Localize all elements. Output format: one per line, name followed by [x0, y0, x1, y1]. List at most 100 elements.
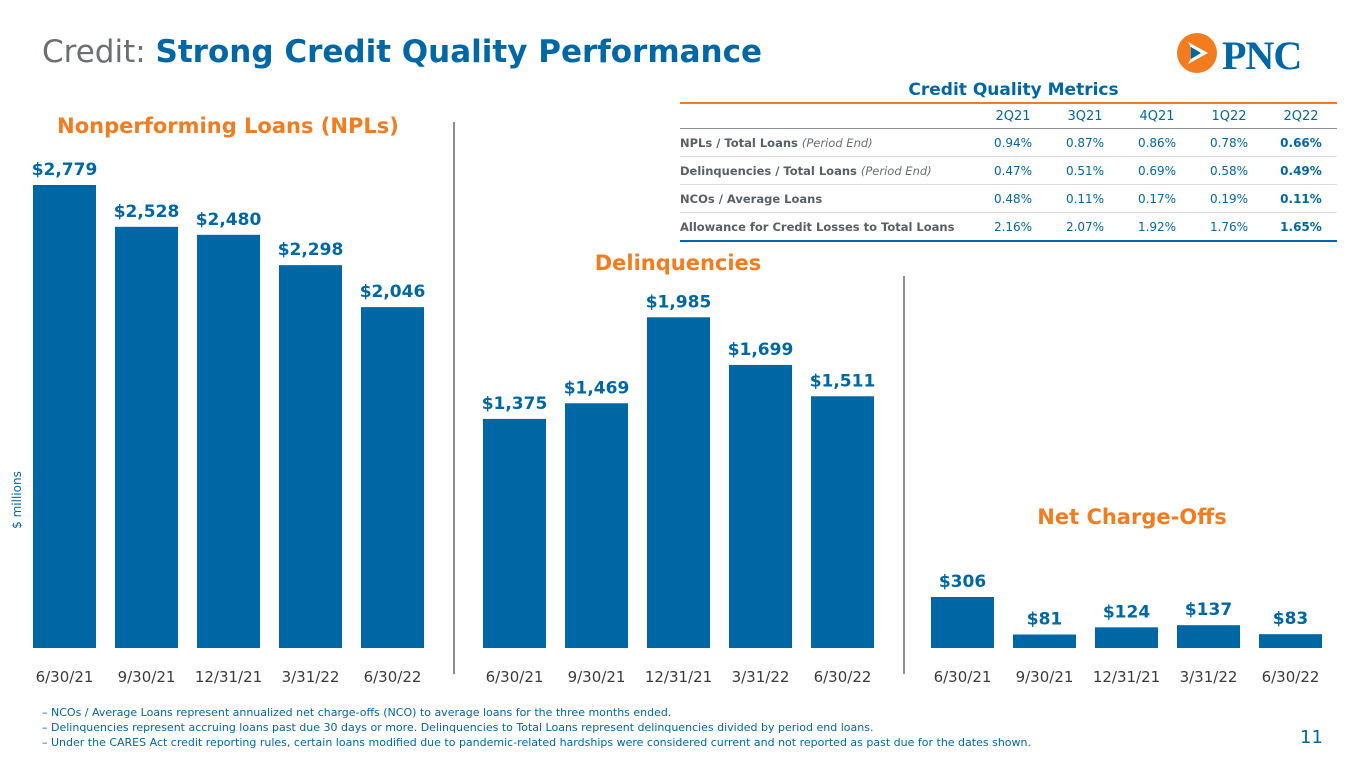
metrics-cell-current: 0.66%	[1265, 128, 1337, 157]
divider-left	[453, 122, 455, 674]
bar	[1177, 625, 1240, 648]
bar	[1259, 634, 1322, 648]
metrics-cell: 0.87%	[1049, 128, 1121, 157]
x-tick-label: 6/30/22	[814, 668, 872, 686]
bar	[279, 265, 342, 648]
footnote: – NCOs / Average Loans represent annuali…	[42, 706, 672, 719]
metrics-cell: 0.19%	[1193, 184, 1265, 213]
metrics-row-allowance: Allowance for Credit Losses to Total Loa…	[680, 212, 1337, 242]
metrics-col-header: 2Q21	[977, 103, 1049, 129]
credit-quality-metrics: Credit Quality Metrics 2Q21 3Q21 4Q21 1Q…	[680, 78, 1337, 242]
metrics-col-header: 1Q22	[1193, 103, 1265, 129]
npl-chart: Nonperforming Loans (NPLs) $2,779 6/30/21 $…	[32, 114, 426, 686]
metrics-cell: 0.17%	[1121, 184, 1193, 213]
metrics-row-label: Allowance for Credit Losses to Total Loa…	[680, 212, 977, 242]
bar	[647, 317, 710, 648]
chart-title: Nonperforming Loans (NPLs)	[57, 114, 399, 138]
bar	[115, 226, 178, 648]
metrics-cell: 1.92%	[1121, 212, 1193, 242]
bar	[1095, 627, 1158, 648]
x-tick-label: 6/30/21	[36, 668, 94, 686]
metrics-cell: 0.48%	[977, 184, 1049, 213]
page-title: Credit: Strong Credit Quality Performanc…	[42, 34, 762, 70]
net-charge-offs-chart: Net Charge-Offs $306 6/30/21 $81 9/30/21 $124…	[931, 505, 1322, 686]
row-label-note: (Period End)	[860, 163, 932, 178]
delinquencies-chart: Delinquencies $1,375 6/30/21 $1,469 9/30/21 $…	[482, 251, 876, 686]
charts-canvas: $ millions Nonperforming Loans (NPLs) $2,…	[10, 114, 1322, 686]
metrics-cell-current: 1.65%	[1265, 212, 1337, 242]
data-label: $2,480	[196, 210, 262, 230]
metrics-header-row: 2Q21 3Q21 4Q21 1Q22 2Q22	[680, 103, 1337, 129]
bar	[361, 307, 424, 648]
title-prefix: Credit:	[42, 34, 146, 70]
x-tick-label: 9/30/21	[1016, 668, 1074, 686]
data-label: $2,298	[278, 240, 344, 260]
bar	[483, 418, 546, 648]
row-label-text: NCOs / Average Loans	[680, 191, 823, 206]
metrics-header-spacer	[680, 103, 977, 129]
metrics-cell-current: 0.11%	[1265, 184, 1337, 213]
data-label: $83	[1273, 609, 1309, 629]
bar	[1013, 634, 1076, 648]
metrics-cell: 0.51%	[1049, 156, 1121, 185]
x-tick-label: 3/31/22	[1180, 668, 1238, 686]
metrics-cell: 2.07%	[1049, 212, 1121, 242]
pnc-logo-icon	[1177, 33, 1217, 73]
data-label: $1,375	[482, 394, 548, 414]
pnc-logo: PNC	[1174, 30, 1334, 80]
y-axis-label: $ millions	[10, 471, 24, 529]
data-label: $306	[939, 572, 986, 592]
metrics-row-label: Delinquencies / Total Loans (Period End)	[680, 156, 977, 185]
bar	[33, 185, 96, 648]
data-label: $124	[1103, 602, 1150, 622]
row-label-text: Delinquencies / Total Loans	[680, 163, 857, 178]
metrics-title: Credit Quality Metrics	[908, 80, 1119, 100]
data-label: $2,046	[360, 282, 426, 302]
metrics-row-label: NPLs / Total Loans (Period End)	[680, 128, 977, 157]
x-tick-label: 12/31/21	[645, 668, 712, 686]
page-number: 11	[1300, 727, 1323, 748]
bar	[931, 597, 994, 648]
metrics-row-label: NCOs / Average Loans	[680, 184, 977, 213]
metrics-cell-current: 0.49%	[1265, 156, 1337, 185]
data-label: $1,985	[646, 292, 712, 312]
footnote: – Delinquencies represent accruing loans…	[42, 721, 874, 734]
data-label: $81	[1027, 610, 1063, 630]
data-label: $2,528	[114, 202, 180, 222]
data-label: $1,511	[810, 371, 876, 391]
x-tick-label: 12/31/21	[1093, 668, 1160, 686]
footnote: – Under the CARES Act credit reporting r…	[42, 736, 1031, 749]
metrics-row-npls: NPLs / Total Loans (Period End) 0.94% 0.…	[680, 128, 1337, 157]
metrics-cell: 1.76%	[1193, 212, 1265, 242]
metrics-cell: 0.47%	[977, 156, 1049, 185]
metrics-row-delinquencies: Delinquencies / Total Loans (Period End)…	[680, 156, 1337, 185]
x-tick-label: 6/30/22	[364, 668, 422, 686]
metrics-cell: 0.58%	[1193, 156, 1265, 185]
footnotes: – NCOs / Average Loans represent annuali…	[42, 705, 1031, 750]
metrics-cell: 0.69%	[1121, 156, 1193, 185]
metrics-cell: 2.16%	[977, 212, 1049, 242]
metrics-cell: 0.78%	[1193, 128, 1265, 157]
x-tick-label: 3/31/22	[282, 668, 340, 686]
metrics-cell: 0.94%	[977, 128, 1049, 157]
x-tick-label: 6/30/22	[1262, 668, 1320, 686]
metrics-cell: 0.11%	[1049, 184, 1121, 213]
bar	[729, 364, 792, 648]
metrics-row-ncos: NCOs / Average Loans 0.48% 0.11% 0.17% 0…	[680, 184, 1337, 213]
x-tick-label: 9/30/21	[568, 668, 626, 686]
bar	[811, 396, 874, 648]
data-label: $1,699	[728, 340, 794, 360]
data-label: $137	[1185, 600, 1232, 620]
bar	[197, 234, 260, 648]
metrics-table: 2Q21 3Q21 4Q21 1Q22 2Q22 NPLs / Total Lo…	[680, 102, 1337, 242]
x-tick-label: 9/30/21	[118, 668, 176, 686]
metrics-col-header: 4Q21	[1121, 103, 1193, 129]
title-main: Strong Credit Quality Performance	[155, 34, 763, 70]
row-label-note: (Period End)	[801, 135, 873, 150]
data-label: $1,469	[564, 378, 630, 398]
logo-text: PNC	[1222, 33, 1302, 78]
metrics-col-header: 2Q22	[1265, 103, 1337, 129]
metrics-col-header: 3Q21	[1049, 103, 1121, 129]
divider-right	[903, 276, 905, 674]
data-label: $2,779	[32, 160, 98, 180]
